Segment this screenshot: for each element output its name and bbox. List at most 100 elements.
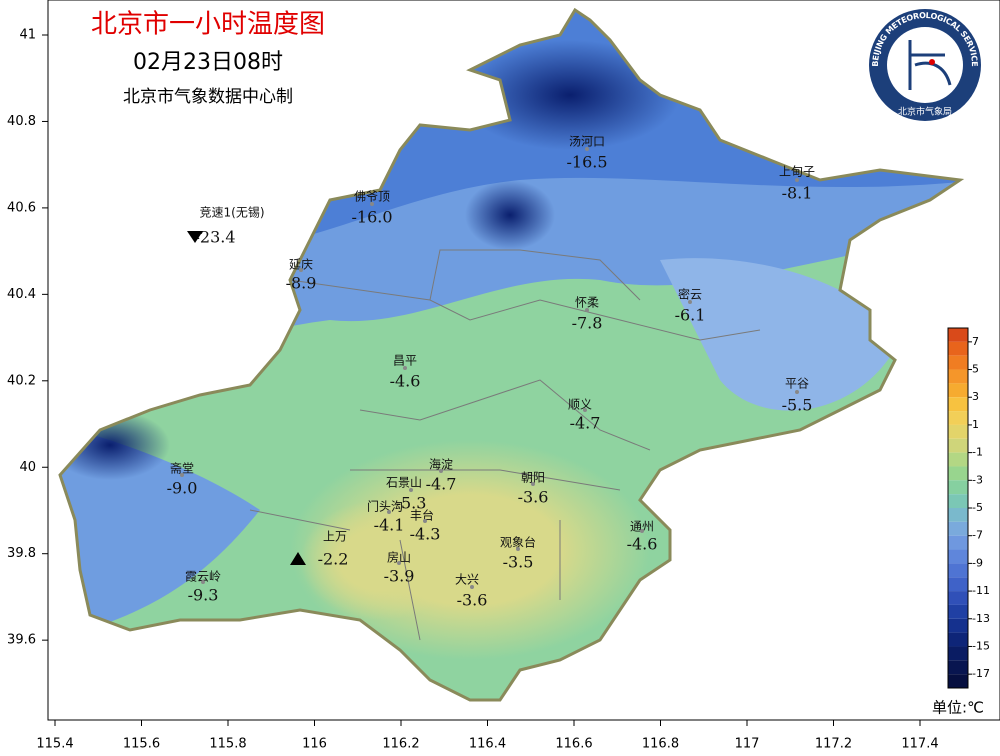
station-value: -5.5 bbox=[782, 396, 813, 415]
station-dot bbox=[423, 519, 427, 523]
colorbar-segment bbox=[948, 508, 968, 522]
x-tick-label: 115.4 bbox=[36, 737, 73, 752]
station-value: -9.3 bbox=[188, 586, 219, 605]
y-tick-label: 40.8 bbox=[7, 114, 36, 129]
station-name: 通州 bbox=[630, 520, 654, 534]
station-name: 密云 bbox=[678, 287, 702, 302]
station-dot bbox=[201, 580, 205, 584]
colorbar-label: -7 bbox=[972, 529, 983, 542]
colorbar-segment bbox=[948, 604, 968, 619]
colorbar-label: -1 bbox=[972, 446, 983, 459]
colorbar-segment bbox=[948, 632, 968, 647]
station-dot bbox=[640, 529, 644, 533]
colorbar-label: -9 bbox=[972, 556, 983, 569]
station-value: -3.6 bbox=[457, 591, 488, 610]
colorbar-segment bbox=[948, 563, 968, 578]
station-dot bbox=[688, 300, 692, 304]
y-tick-label: 40.6 bbox=[7, 200, 36, 215]
colorbar-segment bbox=[948, 328, 968, 342]
colorbar-segment bbox=[948, 466, 968, 481]
x-tick-label: 116.6 bbox=[555, 737, 592, 752]
x-tick-label: 117 bbox=[735, 737, 760, 752]
colorbar-label: 3 bbox=[972, 390, 979, 403]
y-tick-label: 39.8 bbox=[7, 546, 36, 561]
colorbar-segment bbox=[948, 397, 968, 412]
station-dot bbox=[583, 408, 587, 412]
marker bbox=[187, 231, 203, 243]
colorbar-segment bbox=[948, 674, 968, 688]
x-tick-label: 117.2 bbox=[815, 737, 852, 752]
x-tick-label: 116 bbox=[302, 737, 327, 752]
station-value: -4.1 bbox=[374, 516, 405, 535]
station-dot bbox=[397, 561, 401, 565]
colorbar-segment bbox=[948, 521, 968, 536]
station-dot bbox=[439, 469, 443, 473]
colorbar-label: -11 bbox=[972, 584, 990, 597]
colorbar-segment bbox=[948, 383, 968, 398]
colorbar-segment bbox=[948, 424, 968, 439]
colorbar-segment bbox=[948, 494, 968, 508]
station-value: -16.5 bbox=[566, 153, 607, 172]
colorbar-segment bbox=[948, 452, 968, 467]
station-dot bbox=[795, 390, 799, 394]
station-value: -2.2 bbox=[318, 550, 349, 569]
station-value: -5.3 bbox=[396, 494, 427, 513]
station-name: 朝阳 bbox=[521, 471, 545, 485]
station-dot bbox=[387, 510, 391, 514]
colorbar-label: -15 bbox=[972, 639, 990, 652]
station-name: 斋堂 bbox=[170, 461, 194, 476]
logo-cn: 北京市气象局 bbox=[898, 106, 952, 118]
station-value: -4.6 bbox=[390, 372, 421, 391]
station-value: -3.9 bbox=[384, 567, 415, 586]
station-name: 观象台 bbox=[500, 535, 536, 550]
y-tick-label: 40 bbox=[19, 460, 36, 475]
station-name: 竞速1(无锡) bbox=[200, 205, 265, 220]
colorbar-segment bbox=[948, 480, 968, 495]
colorbar-segment bbox=[948, 341, 968, 356]
station-value: -6.1 bbox=[675, 306, 706, 325]
station-value: -3.5 bbox=[503, 553, 534, 572]
colorbar-segment bbox=[948, 369, 968, 384]
colorbar-segment bbox=[948, 549, 968, 564]
station-value: -16.0 bbox=[351, 208, 392, 227]
station-name: 门头沟 bbox=[367, 499, 403, 514]
station-value: -9.0 bbox=[167, 479, 198, 498]
station-name: 海淀 bbox=[429, 457, 453, 472]
station-name: 昌平 bbox=[393, 354, 417, 368]
station-name: 上万 bbox=[323, 530, 347, 544]
station-name: 佛爷顶 bbox=[354, 190, 390, 204]
colorbar-label: -5 bbox=[972, 501, 983, 514]
station-name: 霞云岭 bbox=[185, 570, 221, 584]
x-tick-label: 116.2 bbox=[382, 737, 419, 752]
y-tick-label: 39.6 bbox=[7, 633, 36, 648]
colorbar-segment bbox=[948, 618, 968, 633]
station-dot bbox=[585, 308, 589, 312]
colorbar-segment bbox=[948, 438, 968, 453]
district-borders bbox=[249, 249, 761, 641]
station-dot bbox=[409, 488, 413, 492]
title: 北京市一小时温度图 bbox=[91, 10, 325, 40]
station-dot bbox=[403, 366, 407, 370]
y-tick-label: 40.4 bbox=[7, 287, 36, 302]
station-dot bbox=[299, 268, 303, 272]
station-dot bbox=[370, 202, 374, 206]
x-tick-label: 115.6 bbox=[123, 737, 160, 752]
colorbar-segment bbox=[948, 577, 968, 592]
station-dot bbox=[795, 178, 799, 182]
station-value: -8.1 bbox=[782, 184, 813, 203]
station-name: 汤河口 bbox=[569, 135, 605, 149]
colorbar-label: 5 bbox=[972, 363, 979, 376]
colorbar-segment bbox=[948, 535, 968, 550]
x-tick-label: 116.8 bbox=[642, 737, 679, 752]
station-value: -23.4 bbox=[194, 228, 235, 247]
source: 北京市气象数据中心制 bbox=[123, 87, 293, 107]
station-name: 房山 bbox=[387, 550, 411, 565]
colorbar-label: -3 bbox=[972, 473, 983, 486]
station-name: 上甸子 bbox=[779, 165, 815, 179]
station-value: -8.9 bbox=[286, 274, 317, 293]
colorbar-label: -13 bbox=[972, 612, 990, 625]
colorbar-label: 1 bbox=[972, 418, 979, 431]
station-value: -4.7 bbox=[426, 475, 457, 494]
station-name: 丰台 bbox=[410, 508, 434, 523]
